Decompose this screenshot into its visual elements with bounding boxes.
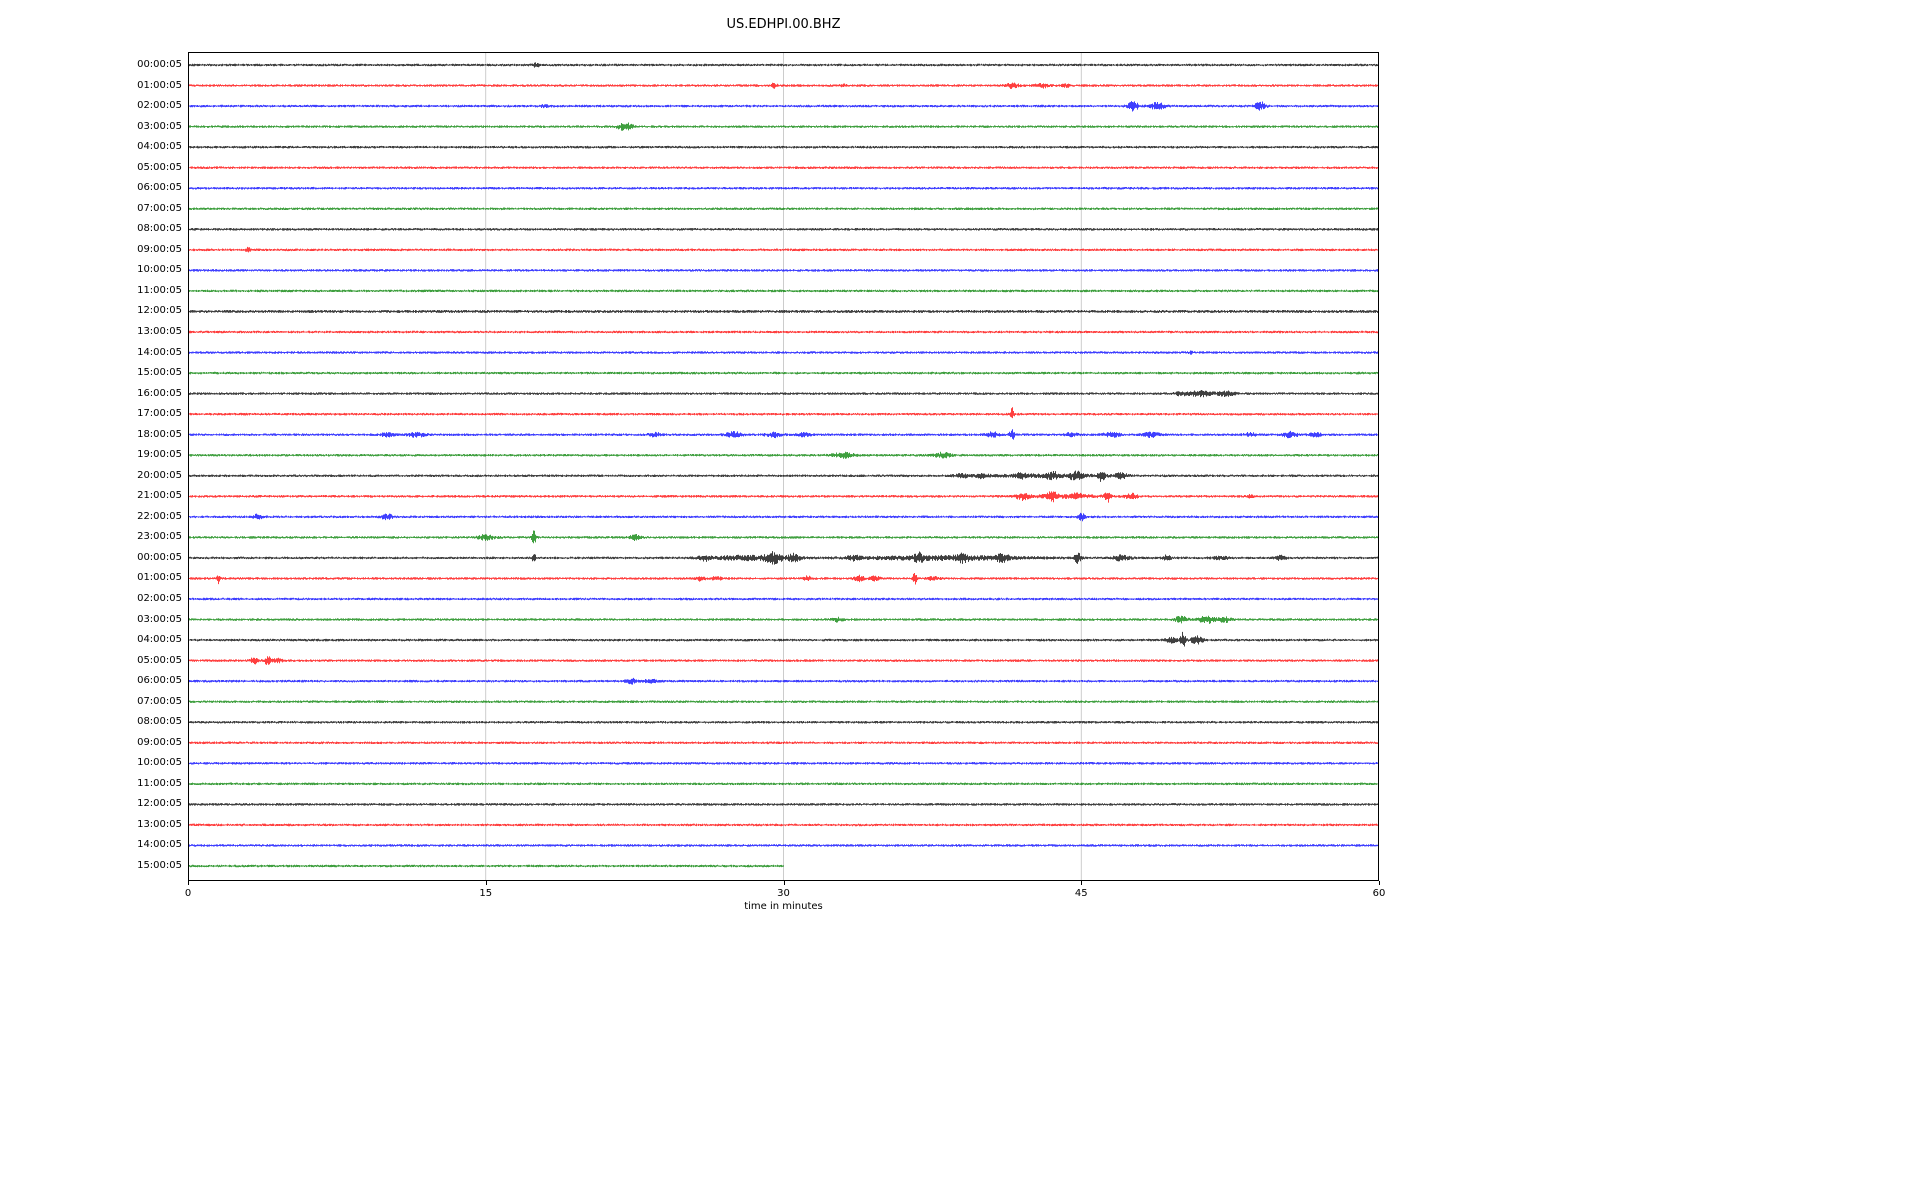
y-tick-label: 11:00:05 [137,777,182,789]
x-tick-label: 0 [184,888,192,899]
y-tick-label: 05:00:05 [137,161,182,173]
y-tick-label: 12:00:05 [137,798,182,810]
y-tick-label: 04:00:05 [137,141,182,153]
y-tick-label: 07:00:05 [137,202,182,214]
y-tick-label: 17:00:05 [137,408,182,420]
x-tick-mark [485,881,487,885]
y-tick-label: 03:00:05 [137,613,182,625]
y-tick-label: 10:00:05 [137,757,182,769]
y-tick-label: 12:00:05 [137,305,182,317]
x-tick-label: 15 [479,888,493,899]
y-tick-label: 00:00:05 [137,551,182,563]
y-tick-label: 11:00:05 [137,284,182,296]
y-tick-label: 01:00:05 [137,79,182,91]
y-tick-label: 08:00:05 [137,223,182,235]
y-tick-label: 03:00:05 [137,120,182,132]
x-tick-mark [783,881,785,885]
x-axis-title: time in minutes [744,901,823,912]
y-tick-label: 14:00:05 [137,346,182,358]
y-tick-label: 05:00:05 [137,654,182,666]
y-tick-label: 02:00:05 [137,593,182,604]
y-tick-label: 19:00:05 [137,449,182,461]
y-tick-label: 23:00:05 [137,531,182,543]
seismogram-canvas [188,52,1379,881]
y-tick-label: 09:00:05 [137,736,182,748]
y-tick-label: 20:00:05 [137,469,182,481]
y-tick-label: 15:00:05 [137,860,182,871]
x-tick-mark [188,881,189,885]
y-tick-label: 10:00:05 [137,264,182,276]
y-tick-label: 14:00:05 [137,839,182,851]
y-tick-label: 21:00:05 [137,490,182,502]
y-tick-label: 02:00:05 [137,100,182,112]
y-tick-label: 22:00:05 [137,510,182,522]
y-tick-label: 06:00:05 [137,675,182,687]
x-tick-mark [1379,881,1380,885]
x-tick-mark [1081,881,1083,885]
x-tick-label: 45 [1074,888,1088,899]
y-tick-label: 13:00:05 [137,326,182,337]
y-tick-label: 13:00:05 [137,818,182,830]
y-tick-label: 08:00:05 [137,716,182,728]
x-tick-label: 30 [777,888,790,899]
page-title: US.EDHPI.00.BHZ [726,17,841,32]
y-tick-label: 00:00:05 [137,59,182,70]
x-tick-label: 60 [1372,888,1386,899]
y-tick-label: 16:00:05 [137,387,182,399]
y-tick-label: 01:00:05 [137,572,182,584]
y-tick-label: 15:00:05 [137,367,182,379]
y-tick-label: 06:00:05 [137,182,182,194]
y-tick-label: 04:00:05 [137,634,182,646]
y-tick-label: 07:00:05 [137,695,182,707]
y-tick-label: 09:00:05 [137,243,182,255]
y-tick-label: 18:00:05 [137,428,182,440]
